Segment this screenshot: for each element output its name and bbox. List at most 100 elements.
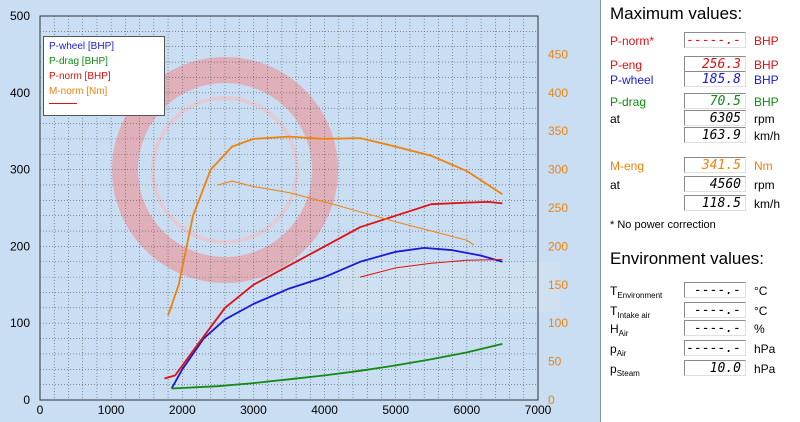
env-row-value: ----.- [684,320,746,336]
env-row-unit: % [754,322,765,336]
max-row-label: P-norm* [610,34,655,48]
env-row-symbol: p [610,342,617,356]
max-row-unit: rpm [754,112,775,126]
max-row: P-wheel 185.8 BHP [610,71,796,89]
env-row-subscript: Steam [616,369,640,378]
x-tick-label: 2000 [169,403,196,417]
max-row-value: 256.3 [684,56,746,72]
y-left-tick-label: 0 [23,393,30,407]
x-tick-label: 0 [37,403,44,417]
max-row: 163.9 km/h [610,127,796,145]
y-right-tick-label: 300 [548,163,568,177]
y-left-tick-label: 200 [10,239,30,253]
env-row-subscript: Intake air [617,311,651,320]
env-row-label: pAir [610,342,626,358]
env-row: TEnvironment ----.- °C [610,282,796,300]
max-row-value: 4560 [684,176,746,192]
series-line-0 [170,246,503,389]
y-left-tick-label: 500 [10,9,30,23]
max-row-unit: km/h [754,197,781,211]
env-row-symbol: T [610,304,618,318]
y-right-tick-label: 100 [548,316,568,330]
max-row-value: 6305 [684,110,746,126]
max-row-unit: km/h [754,129,781,143]
plot-frame [39,15,539,401]
chart-legend: P-wheel [BHP] P-drag [BHP] P-norm [BHP] … [43,36,165,116]
power-correction-note: * No power correction [610,219,716,231]
max-row-unit: rpm [754,178,775,192]
series-line-1 [171,343,503,390]
env-row-label: pSteam [610,362,640,378]
max-row-value: -----.- [684,32,746,48]
x-tick-label: 1000 [98,403,125,417]
env-row-label: HAir [610,322,628,338]
plot-area: 0 1000 2000 3000 4000 5000 6000 7000 0 100 200 300 4… [0,0,600,422]
x-tick-label: 6000 [454,403,481,417]
max-row-label: P-eng [610,58,643,72]
legend-item-norm: P-norm [BHP] [49,71,111,82]
x-tick-label: 3000 [240,403,267,417]
max-row-label: at [610,112,621,126]
y-right-tick-label: 250 [548,201,568,215]
max-row: M-eng 341.5 Nm [610,157,796,175]
max-row-label: P-wheel [610,73,654,87]
env-row-subscript: Air [616,349,627,358]
max-row: 118.5 km/h [610,195,796,213]
y-right-tick-label: 200 [548,239,568,253]
legend-line-sample [49,103,77,104]
max-row-unit: BHP [754,95,779,109]
env-row-label: TIntake air [610,304,650,320]
watermark-logo [112,57,560,312]
legend-item-wheel: P-wheel [BHP] [49,41,115,52]
series-line-5 [359,259,503,278]
y-left-tick-label: 300 [10,163,30,177]
y-right-tick-label: 50 [548,355,562,369]
legend-item-torque: M-norm [Nm] [49,86,108,97]
series-line-4 [217,180,475,246]
env-row-symbol: H [610,322,619,336]
env-row-label: TEnvironment [610,284,662,300]
env-values-title: Environment values: [610,249,765,268]
max-row: at 6305 rpm [610,110,796,128]
max-row-unit: BHP [754,58,779,72]
y-right-tick-label: 0 [548,393,555,407]
max-row-value: 70.5 [684,93,746,109]
max-row-unit: BHP [754,73,779,87]
env-row-value: ----.- [684,302,746,318]
env-row: HAir ----.-% [610,320,796,338]
env-row-subscript: Air [618,329,629,338]
max-row-label: M-eng [610,159,645,173]
env-row: TIntake air ----.- °C [610,302,796,320]
y-right-tick-label: 150 [548,278,568,292]
env-row-unit: hPa [754,342,776,356]
y-left-tick-label: 100 [10,316,30,330]
max-values-title: Maximum values: [610,4,743,23]
y-right-tick-label: 400 [548,86,568,100]
max-row-label: P-drag [610,95,647,109]
x-tick-label: 7000 [525,403,552,417]
max-row: P-norm* -----.- BHP [610,32,796,50]
y-right-tick-label: 350 [548,124,568,138]
max-row: P-drag 70.5 BHP [610,93,796,111]
env-row-value: 10.0 [684,360,746,376]
series-line-2 [164,200,503,380]
values-panel: Maximum values: P-norm* -----.- BHP P-eng 25… [600,0,800,422]
max-row-value: 341.5 [684,157,746,173]
max-row-unit: BHP [754,34,779,48]
env-row-value: -----.- [684,340,746,356]
y-right-tick-label: 450 [548,47,568,61]
env-row-unit: °C [754,284,768,298]
y-left-tick-label: 400 [10,86,30,100]
env-row-unit: °C [754,304,768,318]
legend-item-drag: P-drag [BHP] [49,56,108,67]
max-row-value: 118.5 [684,195,746,211]
max-row: at 4560 rpm [610,176,796,194]
env-row-subscript: Environment [617,291,663,300]
x-tick-label: 5000 [382,403,409,417]
max-row-value: 163.9 [684,127,746,143]
env-row-value: ----.- [684,282,746,298]
env-row: pSteam 10.0 hPa [610,360,796,378]
env-row-symbol: T [610,284,618,298]
max-row-label: at [610,178,621,192]
